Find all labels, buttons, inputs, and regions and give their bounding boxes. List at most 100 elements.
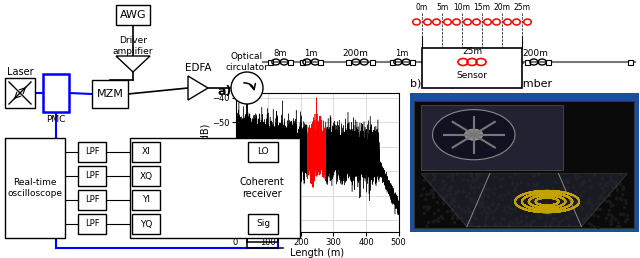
Point (603, 180, 613, 184)
Point (424, 220, 434, 224)
Point (422, 204, 433, 208)
Point (529, 191, 540, 196)
Point (467, 214, 477, 218)
Point (444, 187, 454, 191)
Point (472, 199, 482, 203)
Point (481, 187, 491, 191)
Text: 200m: 200m (342, 49, 368, 58)
Text: YQ: YQ (140, 220, 152, 229)
Point (540, 222, 550, 226)
Point (621, 201, 631, 205)
Text: 8m: 8m (273, 49, 287, 58)
Point (532, 200, 543, 204)
Point (602, 212, 612, 216)
Point (551, 197, 561, 201)
Point (469, 190, 479, 194)
FancyBboxPatch shape (346, 60, 351, 65)
Point (558, 186, 568, 190)
Point (529, 173, 540, 178)
Point (606, 174, 616, 178)
Point (622, 217, 632, 221)
Point (618, 185, 628, 189)
Point (424, 205, 435, 209)
Text: 1m: 1m (396, 49, 409, 58)
Point (588, 173, 598, 177)
Point (601, 216, 611, 220)
Point (584, 199, 594, 203)
Point (487, 210, 497, 214)
Point (419, 211, 429, 215)
Point (428, 195, 438, 199)
Point (528, 183, 538, 188)
Point (491, 206, 501, 211)
Point (586, 223, 596, 227)
Text: MZM: MZM (97, 89, 124, 99)
Point (611, 196, 621, 200)
Point (534, 213, 545, 217)
Point (540, 201, 550, 205)
Point (509, 188, 520, 192)
Point (438, 179, 448, 183)
FancyBboxPatch shape (546, 60, 551, 65)
Point (463, 191, 474, 195)
Point (433, 219, 443, 223)
Point (420, 197, 431, 201)
Point (451, 211, 461, 215)
Point (465, 173, 476, 177)
Text: 20m: 20m (493, 4, 511, 12)
Point (611, 184, 621, 189)
Point (586, 212, 596, 216)
Text: Sensor: Sensor (456, 71, 488, 80)
Point (531, 183, 541, 187)
Point (540, 223, 550, 228)
Point (440, 183, 451, 187)
Point (595, 182, 605, 187)
Point (515, 220, 525, 224)
Point (465, 222, 476, 226)
FancyBboxPatch shape (248, 142, 278, 162)
Point (548, 216, 559, 220)
Point (561, 214, 572, 218)
Point (476, 211, 486, 215)
Point (465, 218, 475, 222)
Point (604, 207, 614, 212)
Text: LO: LO (257, 148, 269, 157)
Point (511, 216, 521, 221)
Point (616, 197, 627, 201)
Point (429, 174, 440, 178)
Point (452, 189, 463, 194)
Point (503, 205, 513, 209)
Point (527, 182, 538, 187)
Point (619, 205, 629, 209)
FancyBboxPatch shape (132, 214, 160, 234)
Point (614, 196, 625, 200)
Point (511, 197, 522, 201)
Point (477, 204, 487, 208)
Point (497, 216, 507, 220)
Point (570, 201, 580, 205)
Text: PMC: PMC (46, 115, 66, 124)
Point (548, 195, 559, 199)
Point (541, 206, 551, 210)
Point (465, 183, 476, 187)
Point (468, 200, 479, 204)
Polygon shape (188, 76, 208, 100)
Point (511, 205, 522, 209)
Point (482, 211, 492, 215)
Point (607, 185, 617, 189)
Point (445, 185, 456, 189)
Point (486, 209, 496, 214)
Point (563, 180, 573, 184)
Point (477, 192, 488, 197)
Point (571, 175, 581, 180)
Point (521, 215, 531, 219)
Point (492, 203, 502, 207)
Point (557, 189, 567, 193)
Point (620, 219, 630, 223)
Point (598, 196, 609, 200)
Point (424, 205, 434, 209)
Text: AWG: AWG (120, 10, 147, 20)
Point (540, 209, 550, 214)
Point (618, 187, 628, 191)
Point (463, 206, 474, 210)
